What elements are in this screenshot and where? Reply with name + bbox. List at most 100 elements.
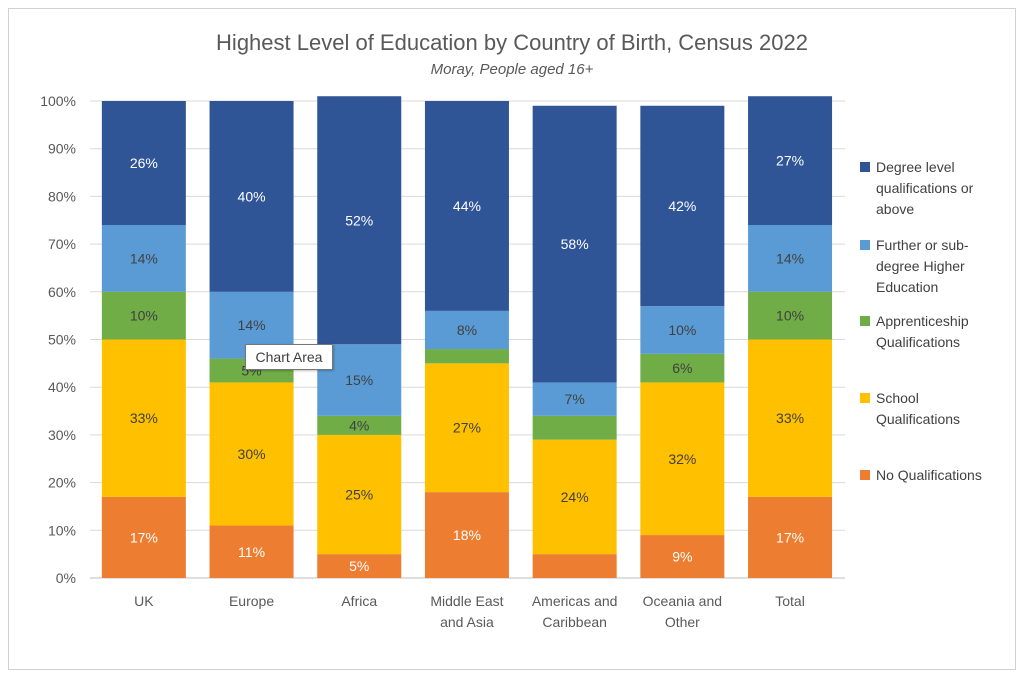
legend-swatch — [860, 162, 870, 172]
category-label: Europe — [229, 593, 274, 609]
legend-label-line: Qualifications — [876, 411, 960, 427]
data-label: 6% — [672, 360, 692, 376]
y-tick-label: 60% — [48, 284, 76, 300]
category-label-line: Oceania and — [643, 593, 722, 609]
bar-segment — [748, 339, 833, 497]
legend-label-line: qualifications or — [876, 180, 974, 196]
y-tick-label: 0% — [56, 570, 76, 586]
legend-label-line: No Qualifications — [876, 467, 982, 483]
data-label: 11% — [238, 544, 265, 560]
data-label: 30% — [238, 446, 266, 462]
bar-segment — [532, 105, 617, 383]
bar-segment — [424, 349, 509, 364]
data-label: 40% — [238, 188, 266, 204]
bar-segment — [640, 105, 725, 307]
data-label: 14% — [776, 250, 804, 266]
data-label: 17% — [776, 529, 804, 545]
legend-label: Apprenticeship Qualifications — [876, 313, 969, 350]
legend-label: Degree level qualifications or above — [876, 159, 974, 217]
bar-segment — [101, 339, 186, 497]
x-axis: UK Europe Africa Middle East and Asia America… — [134, 593, 805, 630]
category-label-line: Americas and — [532, 593, 618, 609]
bar-segment — [532, 415, 617, 440]
legend-label: No Qualifications — [876, 467, 982, 483]
bar-segment — [317, 554, 402, 578]
category-label-line: Total — [775, 593, 805, 609]
bar-segment — [532, 382, 617, 416]
category-label-line: UK — [134, 593, 154, 609]
bar-segment — [748, 225, 833, 292]
bar-segment — [532, 554, 617, 578]
data-label: 14% — [238, 317, 266, 333]
legend-label-line: Apprenticeship — [876, 313, 969, 329]
data-label: 14% — [130, 250, 158, 266]
bar-segment — [424, 101, 509, 311]
bar-segment — [640, 535, 725, 578]
y-tick-label: 50% — [48, 332, 76, 348]
bar-segment — [101, 496, 186, 578]
bars: 17%33%10%14%26%11%30%5%14%40%5%25%4%15%5… — [101, 96, 833, 578]
data-label: 17% — [130, 529, 158, 545]
y-tick-label: 20% — [48, 475, 76, 491]
category-label: Total — [775, 593, 805, 609]
data-label: 58% — [561, 236, 589, 252]
legend-label-line: School — [876, 390, 919, 406]
bar-segment — [424, 310, 509, 350]
data-label: 10% — [668, 322, 696, 338]
data-label: 10% — [776, 308, 804, 324]
chart-title: Highest Level of Education by Country of… — [216, 30, 808, 55]
category-label: Africa — [341, 593, 377, 609]
category-label: UK — [134, 593, 154, 609]
legend-label-line: degree Higher — [876, 258, 965, 274]
bar-segment — [748, 96, 833, 226]
category-label: Middle East and Asia — [430, 593, 503, 630]
legend-label-line: Degree level — [876, 159, 955, 175]
y-axis: 0% 10% 20% 30% 40% 50% 60% 70% 80% 90% 100% — [40, 93, 76, 586]
y-tick-label: 90% — [48, 141, 76, 157]
data-label: 10% — [130, 308, 158, 324]
category-label: Oceania and Other — [643, 593, 722, 630]
legend-label-line: Education — [876, 279, 938, 295]
data-label: 33% — [130, 410, 158, 426]
bar-segment — [532, 439, 617, 555]
bar-segment — [640, 382, 725, 536]
legend-label: School Qualifications — [876, 390, 960, 427]
legend-label-line: Further or sub- — [876, 237, 969, 253]
category-label-line: Caribbean — [542, 614, 607, 630]
category-label-line: and Asia — [440, 614, 494, 630]
bar-segment — [748, 496, 833, 578]
data-label: 18% — [453, 527, 481, 543]
bar-segment — [101, 101, 186, 226]
category-label-line: Europe — [229, 593, 274, 609]
y-tick-label: 80% — [48, 188, 76, 204]
bar-segment — [424, 363, 509, 493]
chart-subtitle: Moray, People aged 16+ — [431, 61, 594, 78]
y-tick-label: 10% — [48, 522, 76, 538]
y-tick-label: 70% — [48, 236, 76, 252]
legend-swatch — [860, 240, 870, 250]
bar-segment — [317, 415, 402, 435]
data-label: 4% — [349, 417, 369, 433]
category-label-line: Middle East — [430, 593, 503, 609]
data-label: 24% — [561, 489, 589, 505]
bar-segment — [209, 525, 294, 578]
legend-label-line: Qualifications — [876, 334, 960, 350]
chart-area-tooltip: Chart Area — [245, 344, 333, 370]
data-label: 9% — [672, 549, 692, 565]
legend: Degree level qualifications or above Furthe… — [860, 159, 982, 483]
data-label: 27% — [776, 153, 804, 169]
bar-segment — [317, 434, 402, 555]
data-label: 44% — [453, 198, 481, 214]
data-label: 7% — [565, 391, 585, 407]
data-label: 25% — [345, 487, 373, 503]
bar-segment — [209, 101, 294, 292]
bar-segment — [209, 382, 294, 526]
data-label: 32% — [668, 451, 696, 467]
legend-label: Further or sub-degree Higher Education — [876, 237, 969, 295]
bar-segment — [317, 96, 402, 345]
y-tick-label: 100% — [40, 93, 76, 109]
bar-segment — [640, 306, 725, 354]
data-label: 33% — [776, 410, 804, 426]
legend-swatch — [860, 316, 870, 326]
